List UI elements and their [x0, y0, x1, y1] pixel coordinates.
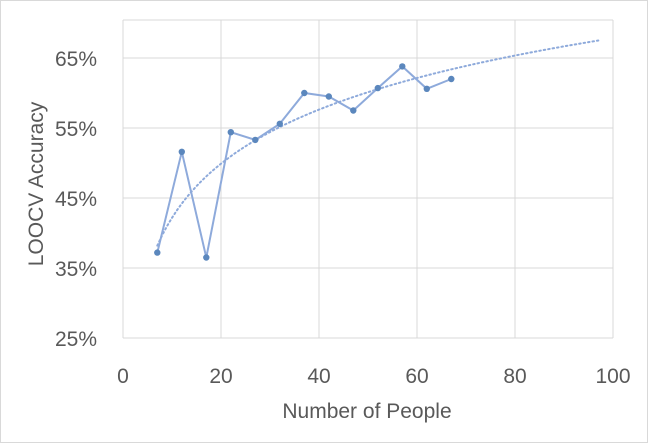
- data-point: [423, 85, 430, 93]
- x-tick-label: 0: [117, 365, 129, 388]
- data-point: [178, 148, 185, 155]
- x-tick-labels: 0 20 40 60 80 100: [117, 365, 630, 388]
- trendline-layer: [156, 39, 600, 247]
- data-point: [399, 63, 406, 70]
- trendline: [156, 39, 600, 247]
- data-point: [350, 107, 357, 114]
- series-layer: [154, 63, 455, 261]
- data-point: [374, 84, 381, 92]
- y-axis-label: LOOCV Accuracy: [25, 101, 48, 266]
- data-point: [252, 136, 259, 144]
- x-tick-label: 40: [307, 365, 330, 388]
- y-tick-label: 45%: [55, 188, 97, 211]
- x-tick-label: 60: [405, 365, 428, 388]
- y-tick-labels: 25% 35% 45% 55% 65%: [55, 48, 97, 351]
- data-point: [203, 254, 210, 261]
- y-tick-label: 35%: [55, 258, 97, 281]
- x-tick-label: 80: [503, 365, 526, 388]
- grid-lines: [122, 19, 614, 339]
- x-tick-label: 20: [209, 365, 232, 388]
- data-point: [227, 129, 234, 136]
- y-tick-label: 55%: [55, 118, 97, 141]
- y-tick-label: 25%: [55, 328, 97, 351]
- data-point: [448, 75, 455, 83]
- y-tick-label: 65%: [55, 48, 97, 71]
- x-axis-label: Number of People: [282, 400, 451, 423]
- data-point: [325, 93, 332, 100]
- data-point: [154, 249, 161, 256]
- data-point: [276, 120, 283, 128]
- x-tick-label: 100: [595, 365, 630, 388]
- data-point: [301, 89, 308, 97]
